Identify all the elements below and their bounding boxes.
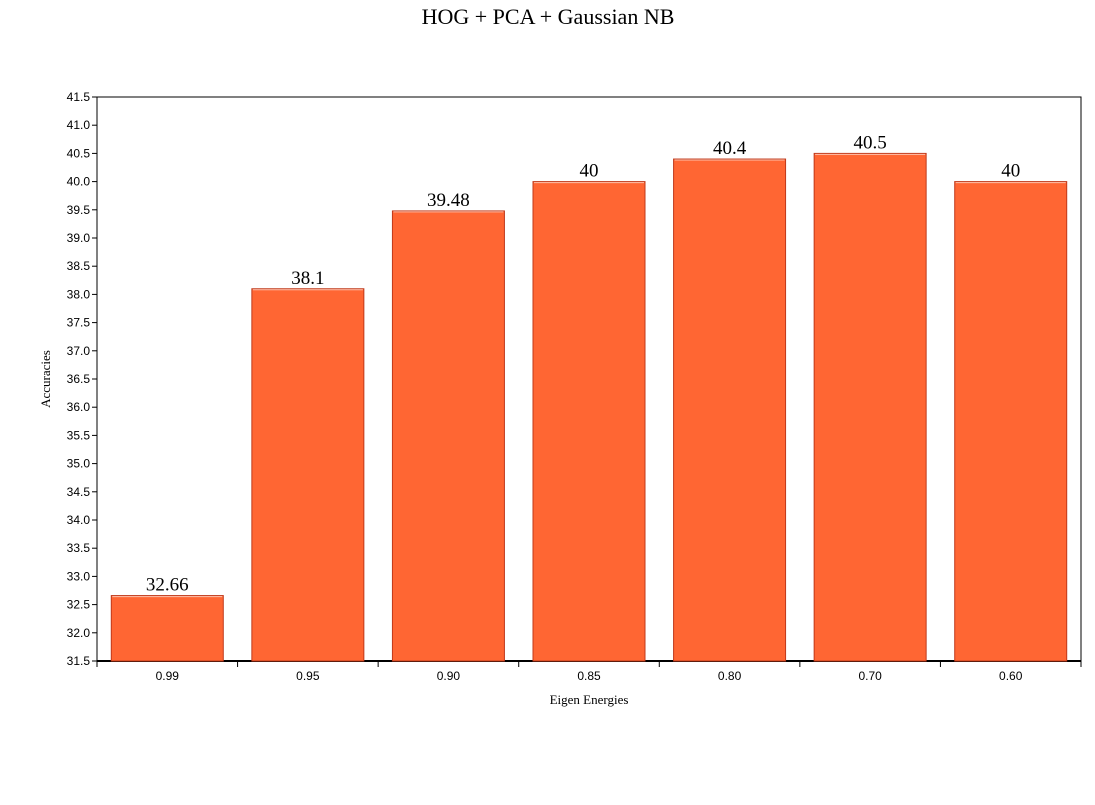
y-axis-title: Accuracies <box>38 350 53 408</box>
y-tick-label: 32.5 <box>67 598 91 612</box>
data-label: 40 <box>580 161 599 182</box>
data-labels: 32.66 38.1 39.48 40 40.4 40.5 40 <box>146 132 1020 595</box>
chart-title: HOG + PCA + Gaussian NB <box>422 4 675 29</box>
plot-area: 31.5 32.0 32.5 33.0 33.5 34.0 34.5 35.0 35.5 36.0… <box>67 90 1082 683</box>
y-tick-label: 37.5 <box>67 316 91 330</box>
y-tick-label: 39.5 <box>67 203 91 217</box>
y-tick-label: 37.0 <box>67 344 91 358</box>
y-tick-label: 33.5 <box>67 541 91 555</box>
data-label: 32.66 <box>146 575 189 596</box>
bar <box>110 595 224 662</box>
y-tick-label: 40.0 <box>67 175 91 189</box>
y-tick-label: 35.5 <box>67 428 91 442</box>
x-tick-label: 0.80 <box>718 669 742 683</box>
y-tick-label: 36.5 <box>67 372 91 386</box>
x-tick-label: 0.95 <box>296 669 320 683</box>
x-tick-label: 0.99 <box>156 669 180 683</box>
bar <box>532 181 646 662</box>
y-tick-label: 31.5 <box>67 654 91 668</box>
y-tick-label: 41.5 <box>67 90 91 104</box>
y-tick-label: 40.5 <box>67 146 91 160</box>
bar <box>391 210 505 662</box>
bar <box>813 152 927 662</box>
data-label: 39.48 <box>427 190 470 211</box>
bar <box>954 181 1068 662</box>
x-axis-title: Eigen Energies <box>550 692 629 707</box>
x-axis: 0.99 0.95 0.90 0.85 0.80 0.70 0.60 <box>96 660 1082 683</box>
x-tick-label: 0.90 <box>437 669 461 683</box>
bar <box>251 288 365 662</box>
y-tick-label: 35.0 <box>67 457 91 471</box>
y-tick-label: 36.0 <box>67 400 91 414</box>
data-label: 40.4 <box>713 138 747 159</box>
bars <box>110 152 1068 662</box>
y-tick-label: 32.0 <box>67 626 91 640</box>
y-tick-label: 34.5 <box>67 485 91 499</box>
x-tick-label: 0.85 <box>577 669 601 683</box>
data-label: 40.5 <box>854 132 887 153</box>
x-tick-label: 0.60 <box>999 669 1023 683</box>
data-label: 38.1 <box>291 268 324 289</box>
y-tick-label: 34.0 <box>67 513 91 527</box>
y-tick-label: 38.0 <box>67 287 91 301</box>
y-tick-label: 33.0 <box>67 569 91 583</box>
x-tick-label: 0.70 <box>858 669 882 683</box>
y-tick-label: 38.5 <box>67 259 91 273</box>
y-tick-label: 39.0 <box>67 231 91 245</box>
y-axis: 31.5 32.0 32.5 33.0 33.5 34.0 34.5 35.0 35.5 36.0… <box>67 90 97 668</box>
data-label: 40 <box>1001 161 1020 182</box>
bar <box>673 158 787 662</box>
y-tick-label: 41.0 <box>67 118 91 132</box>
